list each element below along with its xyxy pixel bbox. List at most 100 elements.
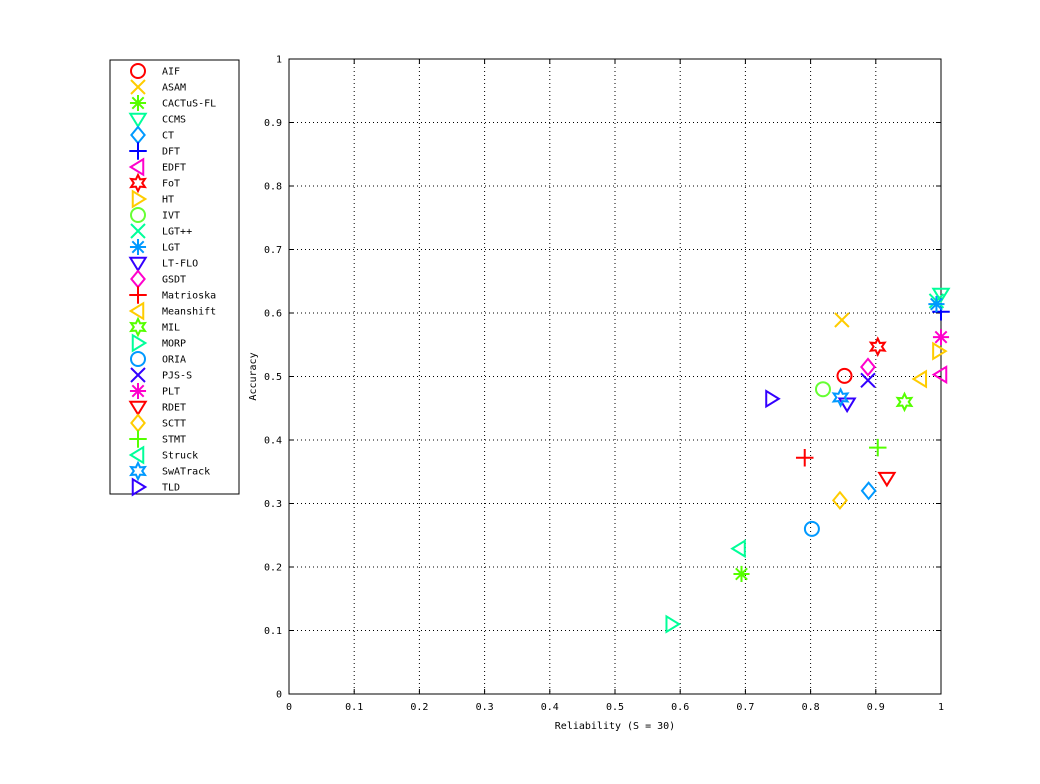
legend-marker-dft xyxy=(129,142,147,160)
legend-marker-stmt xyxy=(129,430,147,448)
legend-marker-edft xyxy=(128,157,145,177)
point-sctt xyxy=(831,490,848,510)
point-morp xyxy=(665,614,681,634)
x-axis-ticks: 0 0.1 0.2 0.3 0.4 0.5 0.6 0.7 0.8 0.9 1 xyxy=(286,59,944,713)
legend-label: LT-FLO xyxy=(162,259,198,270)
legend-marker-fot xyxy=(129,172,147,194)
legend-marker-ivt xyxy=(130,207,146,223)
legend-marker-rdet xyxy=(128,400,148,417)
legend-marker-aif xyxy=(130,63,146,79)
legend-item-pjs-s: PJS-S xyxy=(130,367,192,383)
legend-marker-lgt xyxy=(130,223,146,239)
legend-item-aif: AIF xyxy=(130,63,180,79)
legend-item-fot: FoT xyxy=(129,172,180,194)
legend-label: RDET xyxy=(162,403,186,414)
legend-label: Struck xyxy=(162,451,198,462)
legend-item-lt-flo: LT-FLO xyxy=(128,256,198,273)
point-tld xyxy=(765,389,781,409)
y-tick-label: 0.8 xyxy=(264,182,282,193)
legend-item-ccms: CCMS xyxy=(128,112,186,129)
x-tick-label: 0.3 xyxy=(476,702,494,713)
y-tick-label: 0.3 xyxy=(264,499,282,510)
legend-label: ORIA xyxy=(162,355,186,366)
y-tick-label: 0.2 xyxy=(264,563,282,574)
point-fot xyxy=(868,336,887,358)
legend-label: SwATrack xyxy=(162,467,210,478)
legend-marker-asam xyxy=(130,79,146,95)
point-ht xyxy=(932,341,948,361)
x-tick-label: 0.4 xyxy=(541,702,559,713)
y-axis-label: Accuracy xyxy=(248,352,259,400)
legend-item-matrioska: Matrioska xyxy=(129,286,216,304)
x-tick-label: 0.6 xyxy=(671,702,689,713)
legend-label: TLD xyxy=(162,483,180,494)
legend-item-meanshift: Meanshift xyxy=(128,301,216,321)
legend: AIF ASAM CACTuS-FL CCMS CT DFT EDFT FoT HT IVT LGT… xyxy=(109,59,240,497)
legend-item-dft: DFT xyxy=(129,142,180,160)
point-stmt xyxy=(869,438,887,457)
x-axis-label: Reliability (S = 30) xyxy=(555,721,675,732)
legend-label: HT xyxy=(162,195,174,206)
legend-item-tld: TLD xyxy=(131,477,180,497)
legend-marker-pjs-s xyxy=(130,367,146,383)
grid-lines xyxy=(289,59,941,694)
legend-label: DFT xyxy=(162,147,180,158)
legend-label: MORP xyxy=(162,339,186,350)
point-cactus-fl xyxy=(733,565,750,583)
point-rdet xyxy=(877,471,897,488)
legend-item-ht: HT xyxy=(131,189,174,209)
legend-item-rdet: RDET xyxy=(128,400,186,417)
y-tick-label: 0.1 xyxy=(264,626,282,637)
legend-label: IVT xyxy=(162,211,180,222)
y-tick-label: 0.9 xyxy=(264,118,282,129)
point-asam xyxy=(834,312,850,328)
point-gsdt xyxy=(860,357,876,377)
legend-item-lgt: LGT++ xyxy=(130,223,192,239)
legend-marker-cactus-fl xyxy=(129,94,147,112)
legend-label: GSDT xyxy=(162,275,186,286)
legend-label: EDFT xyxy=(162,163,186,174)
point-pjs-s xyxy=(860,372,876,389)
point-struck xyxy=(730,539,746,559)
legend-item-lgt: LGT xyxy=(129,238,180,256)
legend-marker-ht xyxy=(131,189,148,209)
legend-marker-lgt xyxy=(129,238,147,256)
point-aif xyxy=(836,367,853,384)
x-tick-label: 0.5 xyxy=(606,702,624,713)
point-swatrack xyxy=(831,387,850,408)
legend-label: PJS-S xyxy=(162,371,192,382)
legend-label: PLT xyxy=(162,387,180,398)
x-tick-label: 0.7 xyxy=(736,702,754,713)
legend-marker-swatrack xyxy=(129,460,147,482)
x-tick-label: 0.9 xyxy=(867,702,885,713)
legend-label: LGT xyxy=(162,243,180,254)
legend-marker-plt xyxy=(129,382,147,400)
legend-item-edft: EDFT xyxy=(128,157,186,177)
legend-item-morp: MORP xyxy=(131,333,186,353)
point-lt-flo xyxy=(837,397,857,414)
legend-marker-ccms xyxy=(128,112,148,129)
point-plt xyxy=(932,329,950,346)
legend-marker-lt-flo xyxy=(128,256,148,273)
legend-item-asam: ASAM xyxy=(130,79,186,95)
legend-label: SCTT xyxy=(162,419,186,430)
legend-label: Meanshift xyxy=(162,307,216,318)
legend-marker-morp xyxy=(131,333,148,353)
x-tick-label: 0.2 xyxy=(410,702,428,713)
legend-item-oria: ORIA xyxy=(130,351,186,367)
legend-marker-meanshift xyxy=(128,301,145,321)
legend-item-ivt: IVT xyxy=(130,207,180,223)
legend-item-mil: MIL xyxy=(129,316,180,338)
point-oria xyxy=(803,520,820,537)
point-edft xyxy=(931,365,948,385)
y-tick-label: 0.4 xyxy=(264,436,282,447)
y-tick-label: 1 xyxy=(276,55,282,66)
legend-item-struck: Struck xyxy=(128,445,198,465)
legend-label: LGT++ xyxy=(162,227,192,238)
legend-marker-mil xyxy=(129,316,147,338)
point-meanshift xyxy=(911,369,928,389)
legend-marker-oria xyxy=(130,351,146,367)
legend-item-stmt: STMT xyxy=(129,430,186,448)
